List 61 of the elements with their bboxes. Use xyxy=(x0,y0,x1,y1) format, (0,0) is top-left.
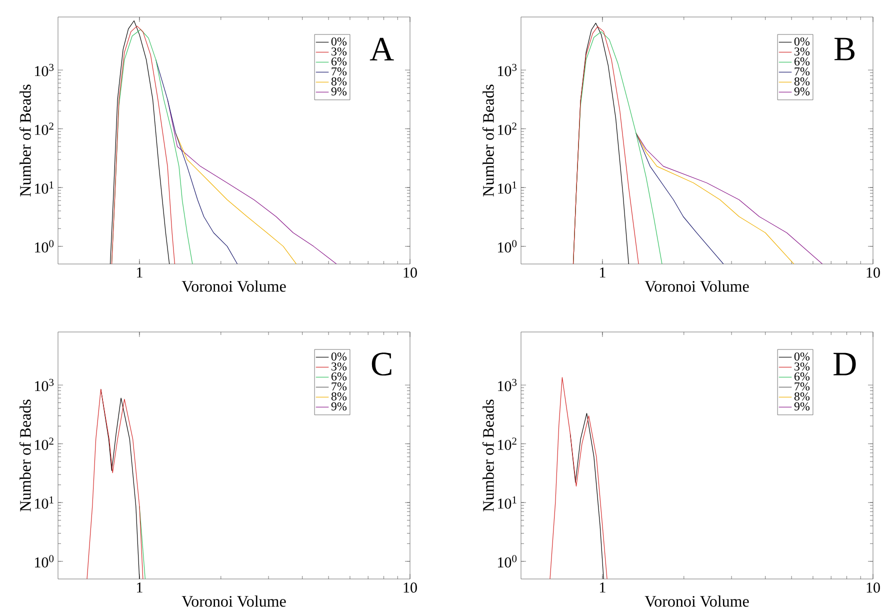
y-tick-label: 10$^{0}$ xyxy=(498,555,517,568)
y-tick-label: 10$^{1}$ xyxy=(498,496,516,509)
x-tick-label: 1 xyxy=(137,268,142,278)
legend-label: 7% xyxy=(794,67,810,76)
x-axis-title: Voronoi Volume xyxy=(182,280,286,292)
y-axis-title: Number of Beads xyxy=(482,84,494,196)
x-tick-label: 10 xyxy=(866,582,880,593)
y-axis-title: Number of Beads xyxy=(19,84,31,196)
y-tick-label: 10$^{1}$ xyxy=(498,181,516,194)
y-tick-label: 10$^{3}$ xyxy=(35,378,54,392)
legend-label: 8% xyxy=(794,392,810,401)
legend-label: 9% xyxy=(331,402,347,411)
legend-label: 8% xyxy=(331,77,347,86)
legend-label: 3% xyxy=(332,47,347,56)
y-tick-label: 10$^{0}$ xyxy=(35,555,54,568)
y-tick-label: 10$^{3}$ xyxy=(35,64,54,76)
line-series xyxy=(570,413,604,579)
y-tick-label: 10$^{2}$ xyxy=(35,438,54,450)
y-tick-label: 10$^{1}$ xyxy=(35,496,54,509)
legend-label: 9% xyxy=(331,87,347,96)
y-tick-label: 10$^{3}$ xyxy=(498,64,517,76)
y-tick-label: 10$^{0}$ xyxy=(498,240,517,252)
x-tick-label: 1 xyxy=(137,582,142,592)
y-tick-label: 10$^{2}$ xyxy=(498,438,516,450)
legend-label: 0% xyxy=(794,37,810,46)
x-tick-label: 1 xyxy=(600,582,606,592)
legend-label: 0% xyxy=(331,37,347,46)
legend-label: 3% xyxy=(794,362,810,371)
x-tick-label: 1 xyxy=(600,268,606,278)
legend-label: 3% xyxy=(332,362,347,371)
x-axis-title: Voronoi Volume xyxy=(644,596,749,607)
chart-title: B xyxy=(834,38,855,60)
y-tick-label: 10$^{2}$ xyxy=(35,122,54,135)
legend-label: 6% xyxy=(794,57,810,66)
legend-label: 7% xyxy=(794,382,810,391)
legend-label: 3% xyxy=(794,47,810,56)
legend-label: 6% xyxy=(794,372,810,381)
legend-label: 7% xyxy=(332,382,347,391)
legend-label: 9% xyxy=(794,402,810,411)
legend-label: 8% xyxy=(331,392,347,401)
x-tick-label: 10 xyxy=(404,582,417,593)
x-axis-title: Voronoi Volume xyxy=(182,596,286,607)
legend-label: 6% xyxy=(331,57,347,66)
legend-label: 9% xyxy=(794,87,810,96)
chart-title: C xyxy=(372,352,392,376)
x-tick-label: 10 xyxy=(404,268,417,278)
x-tick-label: 10 xyxy=(866,268,880,278)
x-axis-title: Voronoi Volume xyxy=(644,280,749,292)
y-tick-label: 10$^{3}$ xyxy=(498,378,517,392)
legend-label: 7% xyxy=(332,67,347,76)
y-tick-label: 10$^{2}$ xyxy=(498,122,516,135)
y-axis-title: Number of Beads xyxy=(19,400,31,512)
legend-label: 0% xyxy=(331,352,347,361)
chart-title: D xyxy=(834,352,856,376)
y-axis-title: Number of Beads xyxy=(482,400,494,512)
legend-label: 0% xyxy=(794,352,810,361)
chart-title: A xyxy=(370,38,394,60)
legend-label: 8% xyxy=(794,77,810,86)
legend-label: 6% xyxy=(331,372,347,381)
y-tick-label: 10$^{0}$ xyxy=(35,240,54,252)
y-tick-label: 10$^{1}$ xyxy=(35,181,54,194)
